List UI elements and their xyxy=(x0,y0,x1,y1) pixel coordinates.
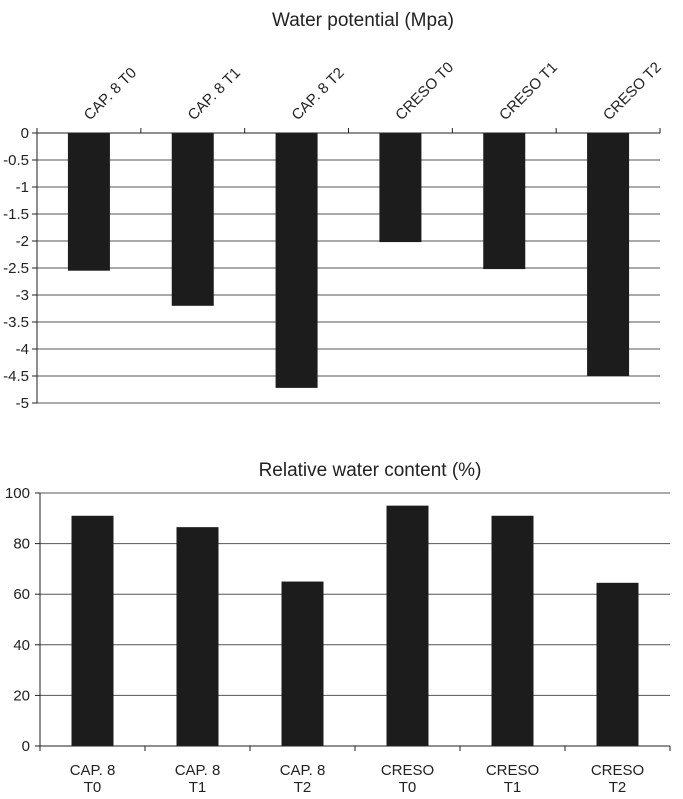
x-category-label: CAP. 8 T2 xyxy=(288,64,347,123)
chart-title: Water potential (Mpa) xyxy=(272,10,454,31)
y-tick-label: -3.5 xyxy=(3,314,29,331)
bar xyxy=(281,581,324,746)
bar xyxy=(596,582,639,746)
y-tick-label: -1.5 xyxy=(3,206,29,223)
x-category-label: T0 xyxy=(399,779,417,796)
x-category-label: CRESO xyxy=(591,762,644,779)
y-tick-label: 0 xyxy=(22,738,30,755)
y-tick-label: -1 xyxy=(16,179,29,196)
bar xyxy=(176,527,219,746)
y-tick-label: 80 xyxy=(13,536,30,553)
y-tick-label: -2 xyxy=(16,233,29,250)
bar xyxy=(491,515,534,746)
y-tick-label: -4 xyxy=(16,341,29,358)
x-category-label: CAP. 8 xyxy=(280,762,326,779)
y-tick-label: -5 xyxy=(16,395,29,412)
y-tick-label: -2.5 xyxy=(3,260,29,277)
x-category-label: CAP. 8 T0 xyxy=(81,64,140,123)
y-tick-label: 60 xyxy=(13,586,30,603)
bar xyxy=(386,505,429,746)
x-category-label: CRESO T0 xyxy=(392,59,457,124)
bar xyxy=(587,133,630,376)
x-category-label: CRESO T2 xyxy=(600,59,665,124)
x-category-label: T1 xyxy=(504,779,522,796)
y-tick-label: 40 xyxy=(13,637,30,654)
water-potential-chart: Water potential (Mpa) 0 -0.5 -1 -1.5 -2 -2.5 -… xyxy=(3,10,665,412)
x-category-label: CRESO xyxy=(486,762,539,779)
x-category-label: T2 xyxy=(609,779,627,796)
x-category-label: CAP. 8 xyxy=(175,762,221,779)
y-tick-label: 0 xyxy=(21,125,29,142)
x-category-label: CRESO xyxy=(381,762,434,779)
x-category-label: T0 xyxy=(84,779,102,796)
x-category-label: CRESO T1 xyxy=(496,59,561,124)
y-tick-label: -3 xyxy=(16,287,29,304)
relative-water-content-chart: Relative water content (%) 0 20 40 60 80 100 C… xyxy=(5,460,671,796)
x-category-label: CAP. 8 T1 xyxy=(185,64,244,123)
chart-title: Relative water content (%) xyxy=(259,460,482,481)
bar xyxy=(483,133,526,270)
bar xyxy=(71,515,114,746)
bar xyxy=(67,133,110,271)
y-tick-label: -0.5 xyxy=(3,152,29,169)
x-category-label: CAP. 8 xyxy=(70,762,116,779)
y-tick-label: 20 xyxy=(13,687,30,704)
bar xyxy=(171,133,214,306)
bar xyxy=(275,133,318,388)
y-tick-label: 100 xyxy=(5,485,30,502)
y-tick-label: -4.5 xyxy=(3,368,29,385)
x-category-label: T2 xyxy=(294,779,312,796)
bar xyxy=(379,133,422,243)
x-category-label: T1 xyxy=(189,779,207,796)
